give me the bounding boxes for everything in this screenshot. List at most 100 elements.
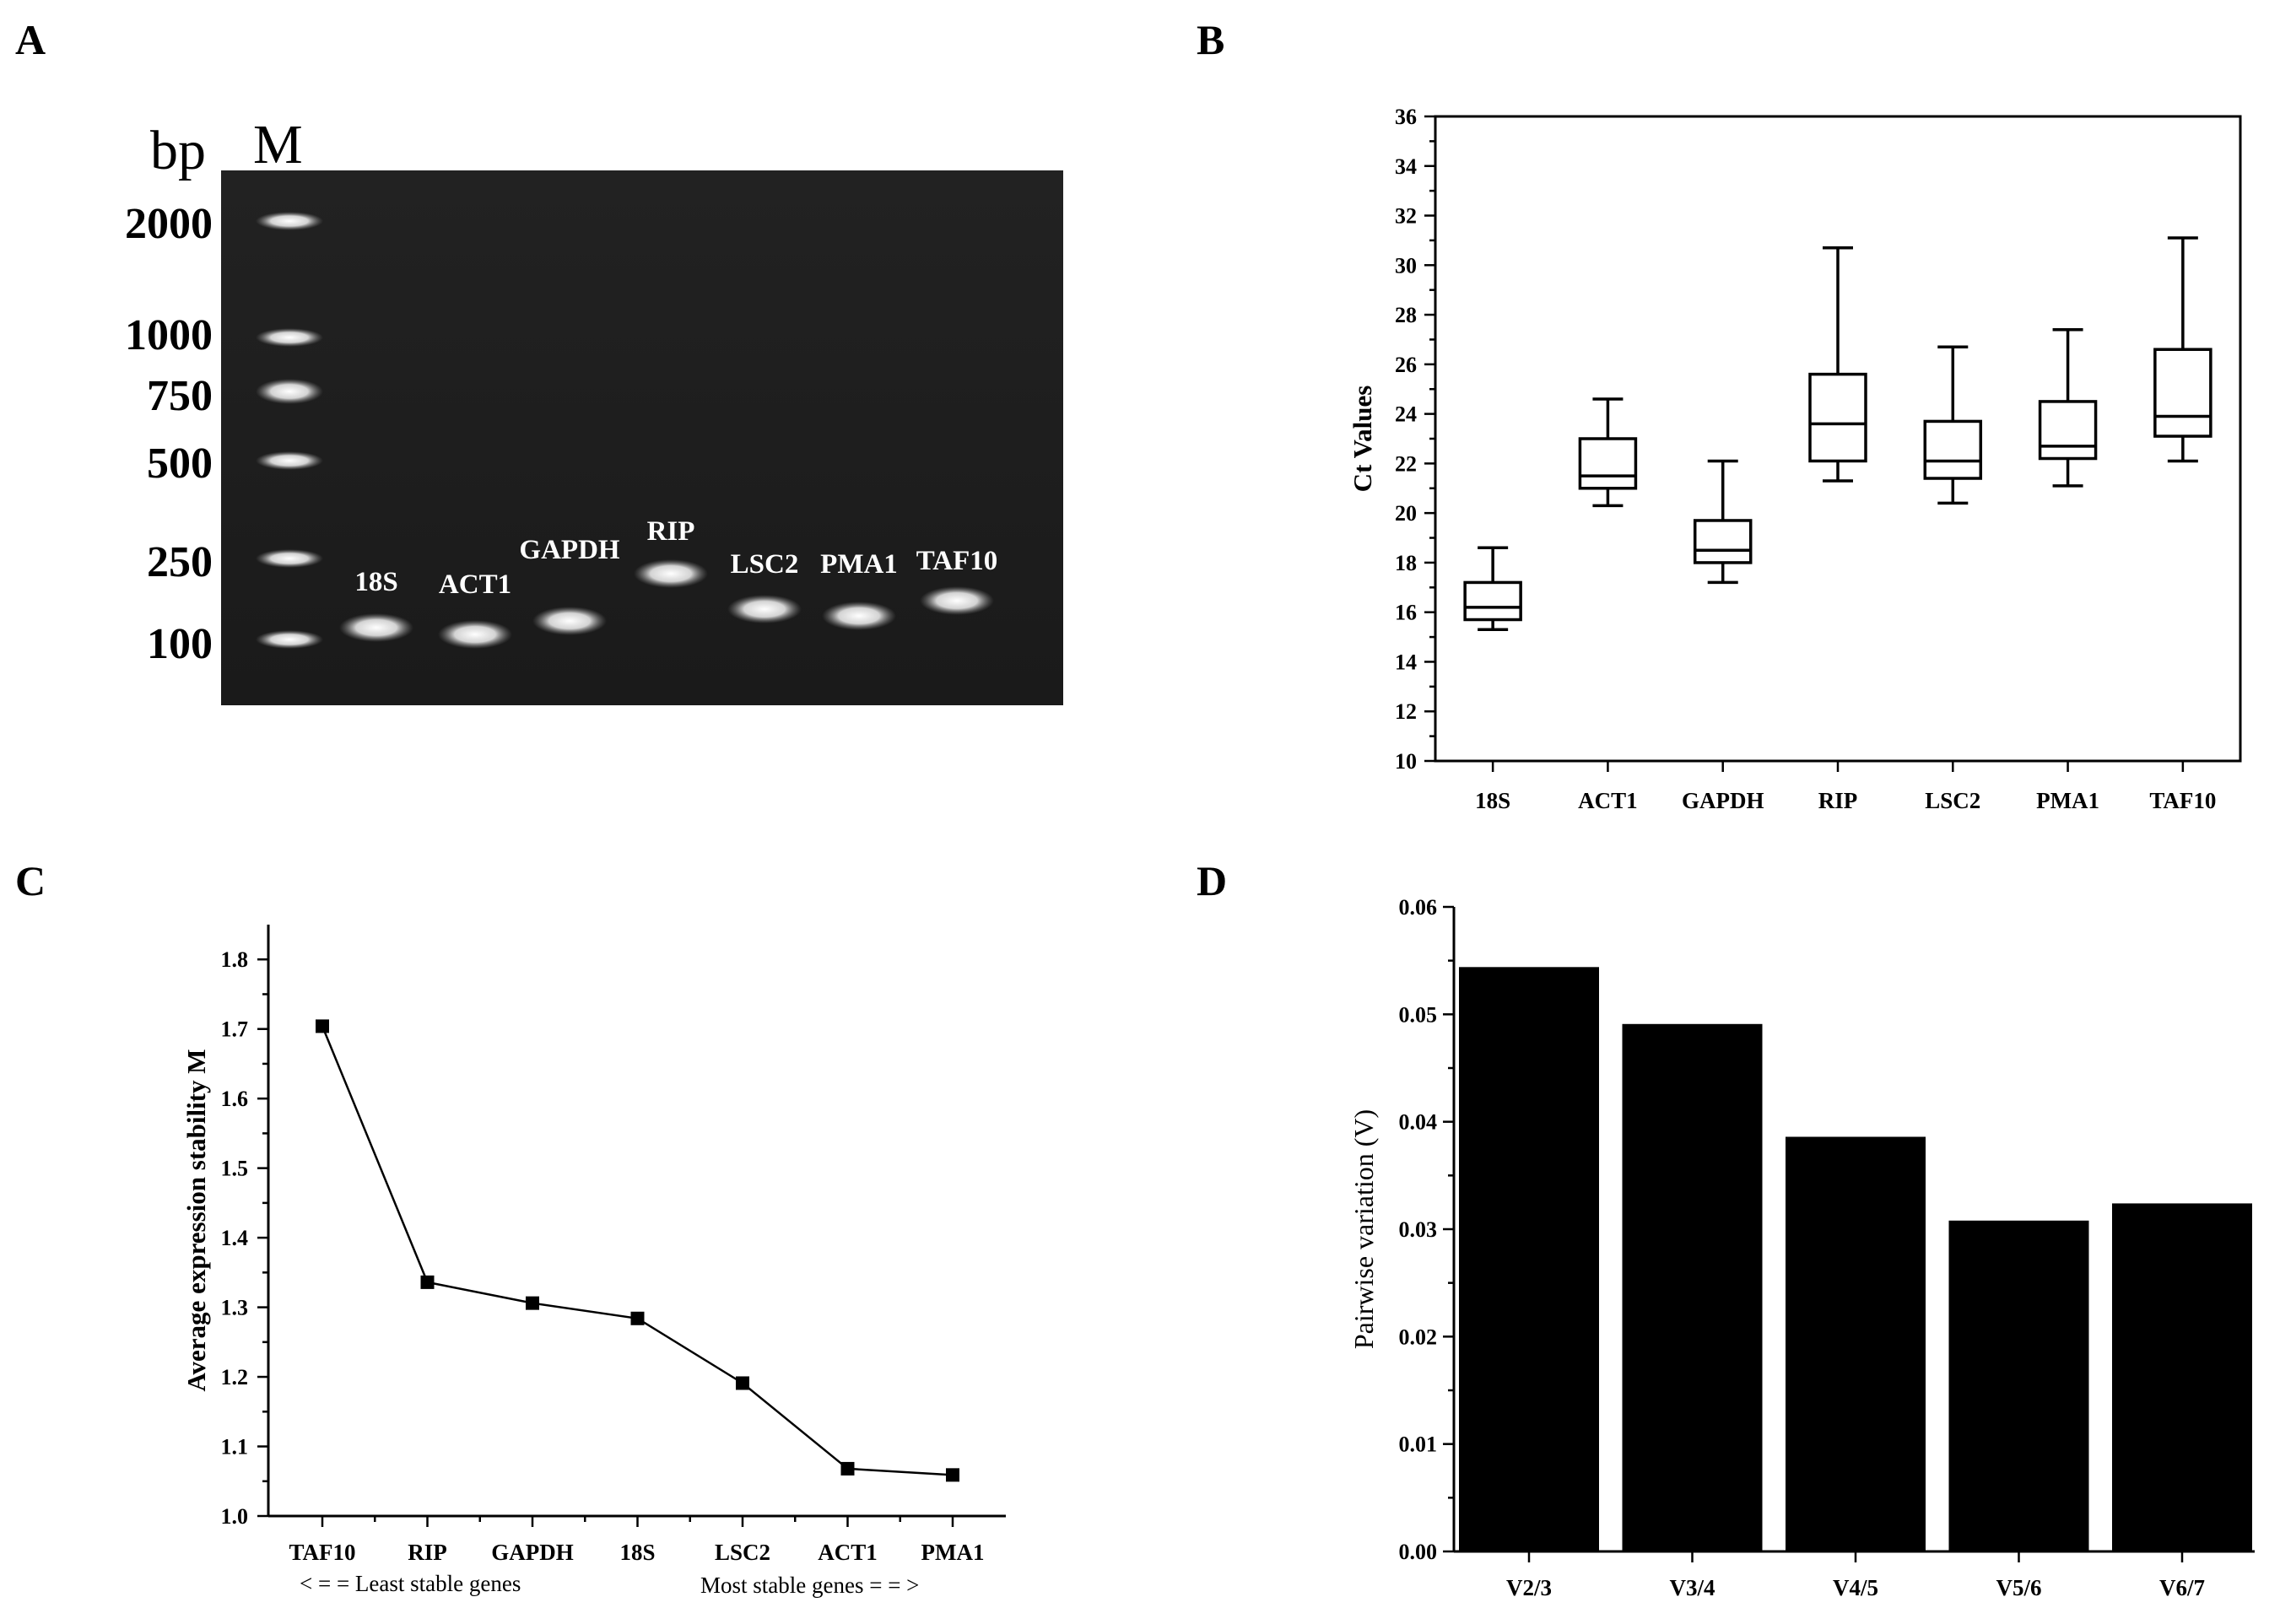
y-tick-label: 1.4 (221, 1226, 249, 1250)
y-tick-label: 1.1 (221, 1435, 249, 1459)
marker-band (256, 328, 323, 347)
sample-band (438, 620, 512, 649)
y-tick-label: 36 (1395, 105, 1417, 129)
y-tick-label: 0.00 (1399, 1540, 1438, 1564)
lane-label: PMA1 (820, 549, 898, 580)
marker-band (256, 451, 323, 470)
box-iqr (1693, 519, 1753, 564)
sample-band (920, 586, 994, 615)
data-point (526, 1296, 539, 1310)
lane-label: 18S (354, 567, 397, 597)
x-category-label: V6/7 (2159, 1575, 2205, 1600)
bar (1459, 967, 1599, 1551)
x-category-label: ACT1 (818, 1540, 878, 1565)
data-point (420, 1275, 435, 1289)
y-tick-label: 18 (1395, 551, 1417, 575)
x-category-label: V2/3 (1506, 1575, 1552, 1600)
y-tick-label: 1.2 (221, 1365, 249, 1389)
marker-size-label: 2000 (125, 200, 213, 248)
y-tick-label: 0.03 (1399, 1217, 1438, 1242)
marker-band (256, 630, 323, 649)
x-category-label: LSC2 (715, 1540, 770, 1565)
x-category-label: PMA1 (2036, 788, 2099, 813)
y-tick-label: 30 (1395, 253, 1417, 278)
panel-label-d: D (1197, 857, 1228, 904)
box-iqr (1463, 580, 1522, 622)
y-tick-label: 0.02 (1399, 1325, 1438, 1349)
lane-label: LSC2 (731, 549, 799, 580)
data-point (736, 1376, 749, 1390)
y-tick-label: 1.8 (221, 947, 249, 972)
y-tick-label: 26 (1395, 353, 1417, 377)
y-tick-label: 34 (1395, 154, 1417, 179)
y-axis-label: Average expression stability M (181, 1049, 211, 1391)
marker-header-bp: bp (150, 120, 206, 181)
marker-size-label: 100 (147, 620, 213, 668)
y-tick-label: 0.04 (1399, 1110, 1438, 1135)
box-iqr (2153, 348, 2212, 438)
lane-label: TAF10 (916, 546, 998, 576)
data-point (316, 1019, 329, 1033)
marker-size-label: 250 (147, 538, 213, 586)
box-iqr (1578, 437, 1638, 490)
y-tick-label: 0.06 (1399, 895, 1438, 920)
y-tick-label: 1.0 (221, 1504, 249, 1529)
sample-band (727, 595, 802, 623)
y-tick-label: 1.5 (221, 1157, 249, 1181)
y-tick-label: 1.6 (221, 1087, 249, 1111)
x-category-label: 18S (619, 1540, 655, 1565)
y-tick-label: 1.7 (221, 1017, 249, 1042)
panel-d-bar-chart: 0.00 0.01 0.02 0.03 0.04 0.05 0.06 Pairwise var… (1348, 895, 2255, 1600)
x-category-label: TAF10 (2149, 788, 2216, 813)
panel-label-a: A (15, 16, 46, 63)
x-category-label: V3/4 (1670, 1575, 1715, 1600)
marker-band (256, 549, 323, 568)
y-tick-label: 10 (1395, 749, 1417, 774)
data-point (840, 1461, 855, 1476)
panel-a-gel: bp M 2000 1000 750 500 250 100 18S ACT1 GAPDH RIP LS… (125, 114, 1063, 705)
data-point (946, 1468, 959, 1482)
panel-c-line-chart: 1.0 1.1 1.2 1.3 1.4 1.5 1.6 1.7 1.8 Average expre… (181, 925, 1006, 1598)
sample-band (339, 613, 413, 642)
marker-size-label: 750 (147, 372, 213, 420)
lane-label: ACT1 (439, 569, 511, 600)
y-tick-label: 22 (1395, 451, 1417, 476)
panel-label-b: B (1197, 16, 1225, 63)
note-least-stable: < = = Least stable genes (300, 1571, 521, 1596)
x-category-label: V5/6 (1996, 1575, 2042, 1600)
x-category-label: GAPDH (491, 1540, 574, 1565)
data-point (630, 1311, 645, 1325)
y-tick-label: 0.05 (1399, 1002, 1438, 1027)
x-category-label: RIP (1818, 788, 1858, 813)
bar (2112, 1203, 2252, 1551)
y-tick-label: 12 (1395, 699, 1417, 724)
bar (1948, 1220, 2089, 1551)
box-iqr (2038, 400, 2098, 461)
marker-size-label: 1000 (125, 311, 213, 359)
y-tick-label: 32 (1395, 204, 1417, 229)
sample-band (822, 602, 896, 630)
x-category-label: RIP (408, 1540, 447, 1565)
y-tick-label: 14 (1395, 650, 1417, 674)
x-category-label: LSC2 (1925, 788, 1980, 813)
lane-label: GAPDH (519, 535, 619, 565)
y-tick-label: 24 (1395, 402, 1417, 427)
x-category-label: PMA1 (921, 1540, 985, 1565)
x-category-label: V4/5 (1833, 1575, 1878, 1600)
x-category-label: GAPDH (1682, 788, 1764, 813)
sample-band (634, 559, 708, 588)
x-category-label: TAF10 (289, 1540, 356, 1565)
y-tick-label: 16 (1395, 601, 1417, 625)
marker-band (256, 379, 323, 404)
y-tick-label: 28 (1395, 303, 1417, 327)
lane-label: RIP (647, 516, 695, 547)
bar (1622, 1023, 1763, 1551)
panel-label-c: C (15, 857, 46, 904)
bar (1786, 1136, 1926, 1551)
y-tick-label: 1.3 (221, 1296, 249, 1320)
y-axis-label: Ct Values (1348, 386, 1377, 493)
note-most-stable: Most stable genes = = > (700, 1573, 919, 1598)
marker-band (256, 212, 323, 230)
y-tick-label: 20 (1395, 501, 1417, 526)
